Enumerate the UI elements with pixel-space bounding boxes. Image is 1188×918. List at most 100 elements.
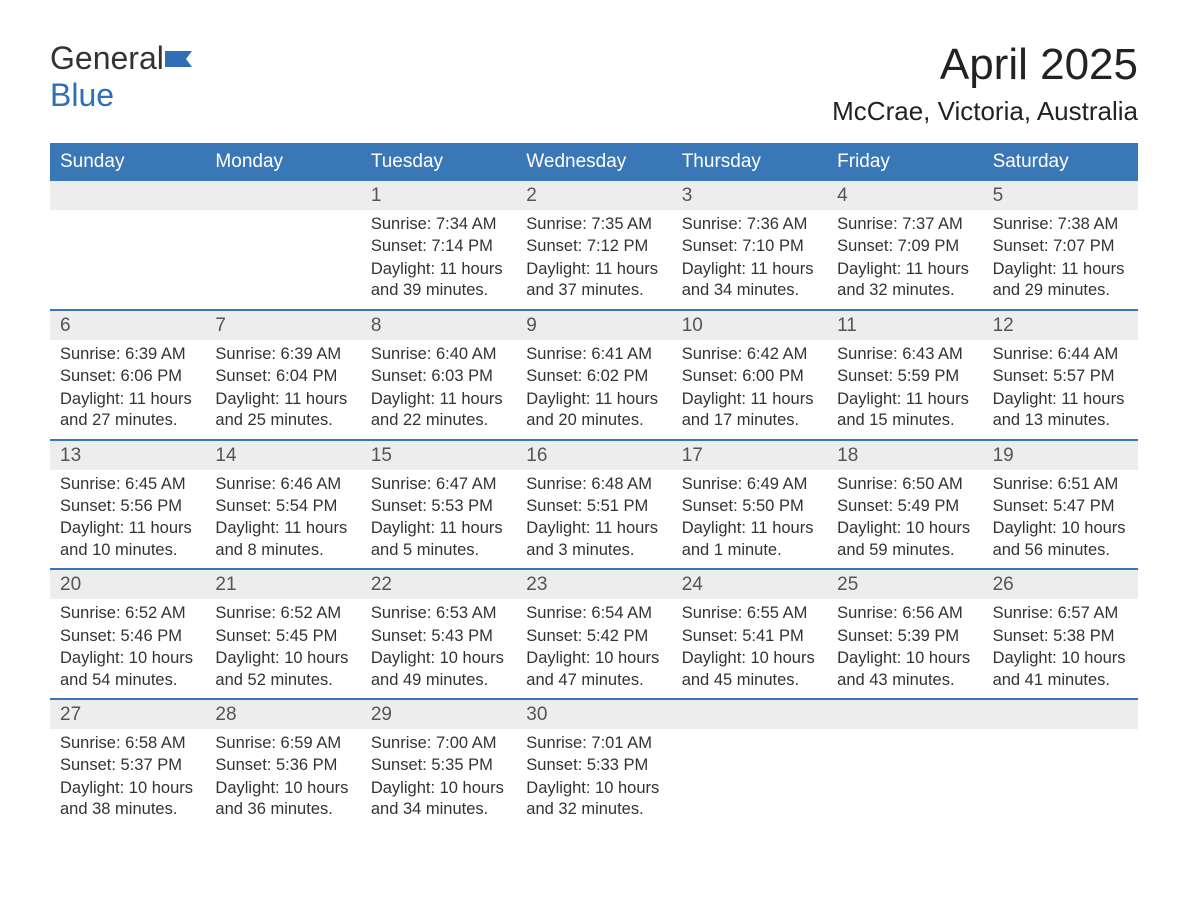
sunset-line: Sunset: 7:10 PM [682,236,817,257]
sunrise-line: Sunrise: 6:56 AM [837,603,972,624]
brand-word2: Blue [50,77,114,113]
day-body: Sunrise: 6:59 AMSunset: 5:36 PMDaylight:… [205,729,360,828]
daylight-line: Daylight: 10 hours and 41 minutes. [993,648,1128,691]
day-cell: 3 Sunrise: 7:36 AMSunset: 7:10 PMDaylight… [672,181,827,309]
day-cell: 26Sunrise: 6:57 AMSunset: 5:38 PMDayligh… [983,570,1138,698]
day-number: 9 [516,311,671,340]
day-body: Sunrise: 6:49 AMSunset: 5:50 PMDaylight:… [672,470,827,569]
week-row: 1Sunrise: 7:34 AMSunset: 7:14 PMDaylight… [50,181,1138,309]
days-of-week-header: SundayMondayTuesdayWednesdayThursdayFrid… [50,143,1138,181]
sunset-line: Sunset: 5:54 PM [215,496,350,517]
sunrise-line: Sunrise: 7:01 AM [526,733,661,754]
sunrise-line: Sunrise: 6:47 AM [371,474,506,495]
day-cell: 13Sunrise: 6:45 AMSunset: 5:56 PMDayligh… [50,441,205,569]
sunrise-line: Sunrise: 7:36 AM [682,214,817,235]
day-body: Sunrise: 6:43 AMSunset: 5:59 PMDaylight:… [827,340,982,439]
sunset-line: Sunset: 7:14 PM [371,236,506,257]
sunset-line: Sunset: 5:47 PM [993,496,1128,517]
day-cell: 15Sunrise: 6:47 AMSunset: 5:53 PMDayligh… [361,441,516,569]
day-cell: 9Sunrise: 6:41 AMSunset: 6:02 PMDaylight… [516,311,671,439]
day-number: 6 [50,311,205,340]
day-body: Sunrise: 6:53 AMSunset: 5:43 PMDaylight:… [361,599,516,698]
daylight-line: Daylight: 11 hours and 10 minutes. [60,518,195,561]
sunset-line: Sunset: 6:03 PM [371,366,506,387]
header: GeneralBlue April 2025 McCrae, Victoria,… [50,40,1138,127]
week-row: 20Sunrise: 6:52 AMSunset: 5:46 PMDayligh… [50,568,1138,698]
day-number [983,700,1138,729]
day-number: 5 [983,181,1138,210]
day-cell: 1Sunrise: 7:34 AMSunset: 7:14 PMDaylight… [361,181,516,309]
sunset-line: Sunset: 5:36 PM [215,755,350,776]
day-number: 15 [361,441,516,470]
day-cell: 6Sunrise: 6:39 AMSunset: 6:06 PMDaylight… [50,311,205,439]
daylight-line: Daylight: 11 hours and 3 minutes. [526,518,661,561]
week-row: 27Sunrise: 6:58 AMSunset: 5:37 PMDayligh… [50,698,1138,828]
day-number: 28 [205,700,360,729]
day-cell: 20Sunrise: 6:52 AMSunset: 5:46 PMDayligh… [50,570,205,698]
day-body: Sunrise: 6:44 AMSunset: 5:57 PMDaylight:… [983,340,1138,439]
sunrise-line: Sunrise: 6:39 AM [60,344,195,365]
day-number: 8 [361,311,516,340]
weeks-container: 1Sunrise: 7:34 AMSunset: 7:14 PMDaylight… [50,181,1138,828]
daylight-line: Daylight: 11 hours and 22 minutes. [371,389,506,432]
daylight-line: Daylight: 10 hours and 43 minutes. [837,648,972,691]
sunset-line: Sunset: 5:45 PM [215,626,350,647]
daylight-line: Daylight: 10 hours and 59 minutes. [837,518,972,561]
day-cell: 19Sunrise: 6:51 AMSunset: 5:47 PMDayligh… [983,441,1138,569]
title-block: April 2025 McCrae, Victoria, Australia [832,40,1138,127]
day-number: 10 [672,311,827,340]
day-cell: 22Sunrise: 6:53 AMSunset: 5:43 PMDayligh… [361,570,516,698]
day-body: Sunrise: 7:35 AMSunset: 7:12 PMDaylight:… [516,210,671,309]
day-number: 26 [983,570,1138,599]
day-number: 1 [361,181,516,210]
dow-cell: Monday [205,143,360,181]
day-number: 2 [516,181,671,210]
day-cell: 18Sunrise: 6:50 AMSunset: 5:49 PMDayligh… [827,441,982,569]
day-cell: 25Sunrise: 6:56 AMSunset: 5:39 PMDayligh… [827,570,982,698]
daylight-line: Daylight: 11 hours and 34 minutes. [682,259,817,302]
month-title: April 2025 [832,40,1138,90]
sunrise-line: Sunrise: 6:53 AM [371,603,506,624]
day-body: Sunrise: 7:38 AMSunset: 7:07 PMDaylight:… [983,210,1138,309]
day-cell: 24Sunrise: 6:55 AMSunset: 5:41 PMDayligh… [672,570,827,698]
daylight-line: Daylight: 11 hours and 17 minutes. [682,389,817,432]
day-body: Sunrise: 6:51 AMSunset: 5:47 PMDaylight:… [983,470,1138,569]
sunrise-line: Sunrise: 6:44 AM [993,344,1128,365]
flag-icon [164,49,194,69]
day-cell: 30Sunrise: 7:01 AMSunset: 5:33 PMDayligh… [516,700,671,828]
day-body: Sunrise: 6:52 AMSunset: 5:46 PMDaylight:… [50,599,205,698]
day-body: Sunrise: 6:40 AMSunset: 6:03 PMDaylight:… [361,340,516,439]
day-number: 3 [672,181,827,210]
sunrise-line: Sunrise: 7:00 AM [371,733,506,754]
day-number: 27 [50,700,205,729]
day-number [827,700,982,729]
day-cell: 16Sunrise: 6:48 AMSunset: 5:51 PMDayligh… [516,441,671,569]
sunrise-line: Sunrise: 6:58 AM [60,733,195,754]
day-number: 25 [827,570,982,599]
sunset-line: Sunset: 6:06 PM [60,366,195,387]
day-body: Sunrise: 6:48 AMSunset: 5:51 PMDaylight:… [516,470,671,569]
day-number: 17 [672,441,827,470]
daylight-line: Daylight: 10 hours and 36 minutes. [215,778,350,821]
day-body: Sunrise: 6:47 AMSunset: 5:53 PMDaylight:… [361,470,516,569]
sunrise-line: Sunrise: 6:40 AM [371,344,506,365]
day-number: 16 [516,441,671,470]
sunset-line: Sunset: 5:53 PM [371,496,506,517]
sunrise-line: Sunrise: 6:43 AM [837,344,972,365]
sunset-line: Sunset: 5:59 PM [837,366,972,387]
day-cell: 23Sunrise: 6:54 AMSunset: 5:42 PMDayligh… [516,570,671,698]
dow-cell: Wednesday [516,143,671,181]
day-cell: 7Sunrise: 6:39 AMSunset: 6:04 PMDaylight… [205,311,360,439]
dow-cell: Saturday [983,143,1138,181]
day-cell: 27Sunrise: 6:58 AMSunset: 5:37 PMDayligh… [50,700,205,828]
calendar: SundayMondayTuesdayWednesdayThursdayFrid… [50,143,1138,828]
day-number: 30 [516,700,671,729]
day-cell [205,181,360,309]
sunrise-line: Sunrise: 6:52 AM [60,603,195,624]
daylight-line: Daylight: 10 hours and 56 minutes. [993,518,1128,561]
day-cell: 10Sunrise: 6:42 AMSunset: 6:00 PMDayligh… [672,311,827,439]
day-number: 11 [827,311,982,340]
day-number: 29 [361,700,516,729]
sunrise-line: Sunrise: 6:52 AM [215,603,350,624]
day-number: 21 [205,570,360,599]
